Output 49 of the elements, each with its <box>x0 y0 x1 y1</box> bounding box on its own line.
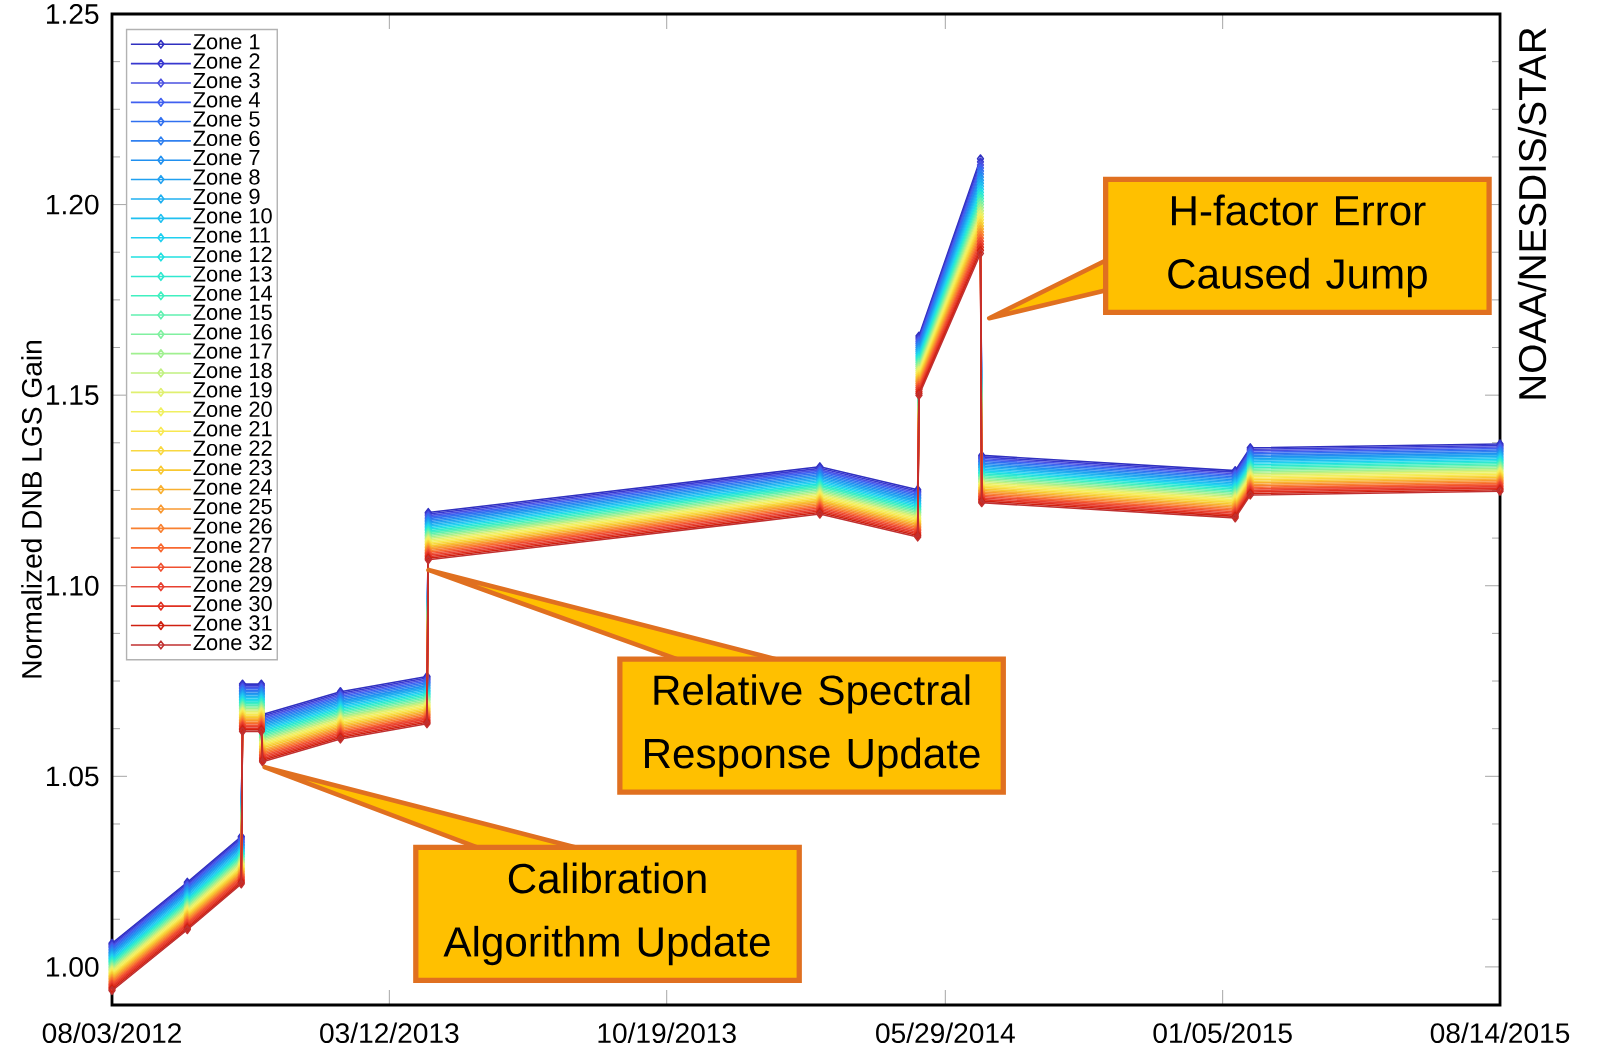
legend-label: Zone 20 <box>193 401 272 418</box>
legend-label: Zone 23 <box>193 459 272 476</box>
y-tick-label: 1.25 <box>47 4 99 24</box>
legend-label: Zone 4 <box>193 92 260 108</box>
y-tick-label: 1.15 <box>47 385 99 405</box>
y-axis-title: Normalized DNB LGS Gain <box>21 341 42 678</box>
legend-label: Zone 9 <box>193 188 260 205</box>
legend-label: Zone 7 <box>193 150 260 166</box>
legend-label: Zone 26 <box>193 518 272 534</box>
y-tick-label: 1.00 <box>47 956 99 977</box>
annotation: H-factor Error Caused Jump <box>1168 194 1427 298</box>
y-tick-label: 1.20 <box>47 194 99 215</box>
legend-label: Zone 14 <box>193 285 273 301</box>
y-tick-label: 1.10 <box>47 575 99 596</box>
y-tick-label: 1.05 <box>47 766 99 787</box>
legend-label: Zone 27 <box>193 537 272 554</box>
legend-label: Zone 8 <box>193 169 260 185</box>
legend-label: Zone 21 <box>193 421 272 437</box>
x-tick-label: 08/03/2012 <box>42 1022 181 1044</box>
legend-label: Zone 3 <box>193 72 260 89</box>
x-tick-label: 05/29/2014 <box>876 1022 1015 1044</box>
legend-label: Zone 19 <box>193 382 272 398</box>
legend-label: Zone 6 <box>193 130 260 147</box>
legend-label: Zone 28 <box>193 557 272 573</box>
legend-label: Zone 2 <box>193 53 260 69</box>
annotation: Calibration Algorithm Update <box>443 862 770 966</box>
annotation: Relative Spectral Response Update <box>645 674 980 777</box>
x-tick-label: 01/05/2015 <box>1153 1022 1292 1044</box>
x-tick-label: 10/19/2013 <box>598 1022 736 1044</box>
text: NOAA/NESDIS/STAR <box>1517 28 1547 399</box>
legend-label: Zone 30 <box>193 595 272 612</box>
legend-label: Zone 32 <box>193 634 272 651</box>
legend-label: Zone 16 <box>193 324 272 340</box>
legend-label: Zone 10 <box>193 208 272 224</box>
legend-label: Zone 5 <box>193 111 260 127</box>
legend-label: Zone 1 <box>193 34 260 50</box>
legend-label: Zone 25 <box>193 498 272 515</box>
legend-label: Zone 29 <box>193 576 272 592</box>
legend-label: Zone 24 <box>193 479 273 495</box>
legend-label: Zone 31 <box>193 615 272 631</box>
legend-label: Zone 22 <box>193 440 272 456</box>
legend-label: Zone 11 <box>193 227 270 243</box>
legend-label: Zone 13 <box>193 266 272 282</box>
legend-label: Zone 15 <box>193 304 272 321</box>
x-tick-label: 08/14/2015 <box>1430 1022 1570 1044</box>
legend-label: Zone 17 <box>193 343 272 359</box>
legend-label: Zone 12 <box>193 246 272 263</box>
legend-label: Zone 18 <box>193 362 272 379</box>
x-tick-label: 03/12/2013 <box>320 1022 459 1044</box>
